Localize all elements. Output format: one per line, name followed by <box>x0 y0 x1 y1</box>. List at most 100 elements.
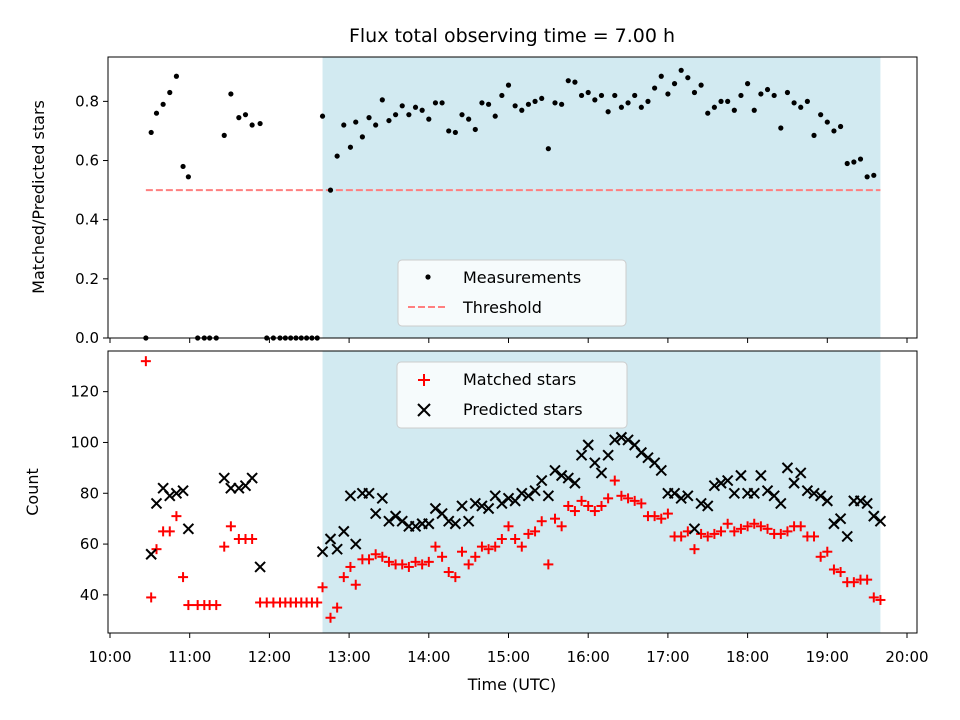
predicted-star-point <box>476 500 488 512</box>
measurement-point <box>446 128 452 134</box>
matched-star-point <box>403 561 414 572</box>
matched-star-point <box>815 551 826 562</box>
predicted-star-point <box>462 515 475 527</box>
matched-star-point <box>516 541 527 552</box>
predicted-star-point <box>542 490 555 502</box>
predicted-star-point <box>728 487 741 499</box>
predicted-star-point <box>145 548 157 560</box>
predicted-star-point <box>254 561 266 573</box>
measurement-point <box>466 116 472 122</box>
measurement-point <box>851 159 857 165</box>
measurement-point <box>824 119 830 125</box>
matched-star-point <box>549 513 560 524</box>
matched-star-point <box>716 526 727 537</box>
measurement-point <box>665 91 671 97</box>
measurement-point <box>459 112 465 118</box>
measurement-point <box>153 110 160 116</box>
matched-star-point <box>530 526 541 537</box>
predicted-star-point <box>609 434 621 446</box>
matched-star-point <box>364 554 375 565</box>
measurement-point <box>545 146 551 152</box>
matched-star-point <box>875 594 886 605</box>
x-tick-label: 11:00 <box>168 648 211 666</box>
predicted-star-point <box>602 449 614 461</box>
predicted-star-point <box>316 545 329 558</box>
matched-star-point <box>729 526 740 537</box>
matched-star-point <box>470 551 481 562</box>
matched-star-point <box>450 572 461 583</box>
matched-star-point <box>576 495 587 506</box>
measurement-point <box>691 89 698 96</box>
matched-star-point <box>312 597 323 608</box>
matched-star-point <box>835 567 846 578</box>
predicted-star-point <box>529 485 541 497</box>
predicted-star-point <box>775 497 787 510</box>
measurement-point <box>731 107 737 113</box>
matched-star-point <box>345 561 356 572</box>
x-tick-label: 20:00 <box>885 648 928 666</box>
predicted-star-point <box>589 457 601 469</box>
matched-star-point <box>496 534 507 544</box>
measurement-point <box>185 174 191 180</box>
measurement-point <box>745 81 751 87</box>
measurement-point <box>771 92 777 99</box>
matched-star-point <box>437 551 448 562</box>
predicted-star-point <box>164 490 176 502</box>
predicted-star-point <box>708 479 721 492</box>
bottom-panel-frame <box>107 350 918 634</box>
measurement-point <box>452 129 458 136</box>
bottom-legend: Matched stars Predicted stars <box>396 361 628 429</box>
measurement-point <box>857 156 864 162</box>
predicted-star-point <box>246 472 258 484</box>
matched-star-point <box>809 531 820 542</box>
measurement-point <box>711 104 717 110</box>
predicted-star-point <box>755 469 767 482</box>
bottom-y-axis: 40 60 80 100 120 <box>70 383 108 604</box>
x-tick-label: 10:00 <box>88 648 131 666</box>
measurement-point <box>804 98 810 104</box>
matched-star-point <box>463 559 474 570</box>
measurement-point <box>499 92 505 99</box>
predicted-star-point <box>516 487 528 499</box>
matched-star-point <box>536 516 547 527</box>
matched-star-point <box>338 572 349 583</box>
measurement-point <box>249 122 255 128</box>
predicted-star-point <box>233 482 245 494</box>
measurement-point <box>625 100 631 106</box>
predicted-star-point <box>338 525 350 538</box>
measurement-point <box>559 101 565 107</box>
measurement-point <box>341 122 347 128</box>
predicted-star-point <box>622 434 634 446</box>
measurement-point <box>578 92 585 99</box>
matched-star-point <box>523 528 534 539</box>
measurement-point <box>751 107 757 113</box>
matched-star-point <box>225 521 236 532</box>
predicted-star-point <box>363 487 375 499</box>
bottom-y-tick-label: 60 <box>80 535 99 553</box>
measurement-point <box>406 112 412 118</box>
bottom-y-tick-label: 80 <box>80 484 99 502</box>
measurement-point <box>180 163 186 170</box>
predicted-star-point <box>562 472 574 484</box>
top-legend: Measurements Threshold <box>397 259 627 327</box>
predicted-star-point <box>502 492 515 505</box>
matched-star-point <box>457 546 468 557</box>
matched-star-point <box>583 500 594 511</box>
predicted-star-point <box>675 492 687 505</box>
measurement-point <box>392 112 399 118</box>
measurement-point <box>525 101 532 107</box>
legend-matched-label: Matched stars <box>463 370 576 389</box>
measurement-point <box>439 100 445 106</box>
measurement-point <box>379 97 385 103</box>
bottom-plot-area <box>140 356 887 623</box>
matched-star-point <box>383 556 394 567</box>
measurement-point <box>618 104 625 110</box>
measurement-point <box>532 98 538 104</box>
bottom-legend-box <box>396 361 628 429</box>
bottom-y-tick-label: 120 <box>70 383 99 401</box>
matched-star-point <box>543 559 554 570</box>
predicted-star-point <box>748 487 760 499</box>
predicted-star-point <box>369 507 382 520</box>
matched-star-point <box>676 531 687 542</box>
matched-star-point <box>211 600 222 611</box>
